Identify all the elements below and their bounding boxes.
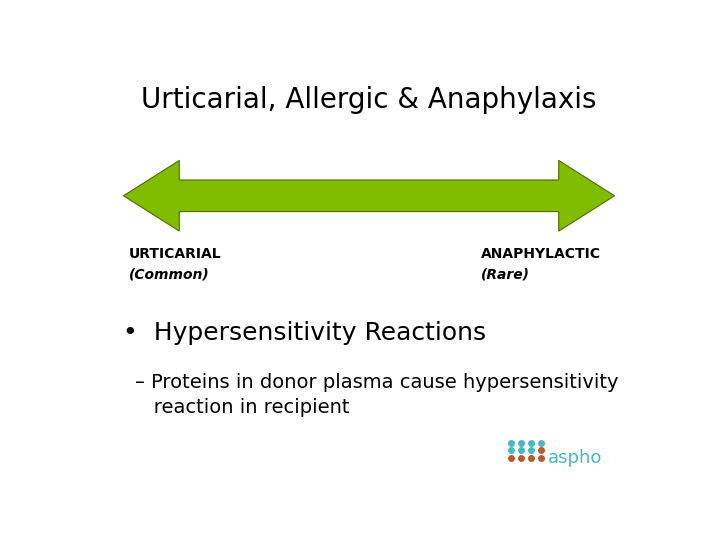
Text: URTICARIAL: URTICARIAL: [129, 247, 222, 261]
Text: ANAPHYLACTIC: ANAPHYLACTIC: [481, 247, 600, 261]
Text: •  Hypersensitivity Reactions: • Hypersensitivity Reactions: [124, 321, 487, 345]
Text: (Common): (Common): [129, 268, 210, 282]
Text: Urticarial, Allergic & Anaphylaxis: Urticarial, Allergic & Anaphylaxis: [141, 86, 597, 114]
Polygon shape: [124, 160, 615, 231]
Text: reaction in recipient: reaction in recipient: [135, 399, 349, 417]
Text: aspho: aspho: [547, 449, 602, 467]
Text: – Proteins in donor plasma cause hypersensitivity: – Proteins in donor plasma cause hyperse…: [135, 373, 618, 393]
Text: (Rare): (Rare): [481, 268, 530, 282]
